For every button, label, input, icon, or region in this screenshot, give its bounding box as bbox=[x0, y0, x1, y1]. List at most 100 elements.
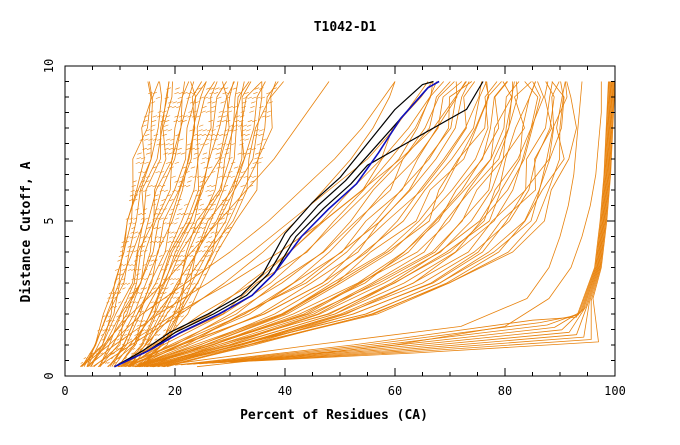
model-hatch bbox=[194, 226, 199, 230]
model-hatch bbox=[130, 315, 134, 318]
model-hatch bbox=[140, 287, 145, 290]
model-hatch bbox=[135, 301, 139, 304]
model-hatch bbox=[214, 87, 220, 90]
model-hatch bbox=[150, 101, 156, 104]
model-line bbox=[152, 81, 583, 368]
model-hatch bbox=[206, 185, 212, 188]
model-hatch bbox=[166, 222, 171, 225]
model-hatch bbox=[170, 282, 174, 285]
model-hatch bbox=[150, 301, 154, 304]
model-line bbox=[88, 81, 173, 367]
model-hatch bbox=[136, 324, 140, 327]
model-hatch bbox=[218, 110, 224, 113]
model-hatch bbox=[120, 245, 125, 248]
model-hatch bbox=[200, 161, 206, 164]
model-hatch bbox=[220, 101, 226, 104]
highlight-line-dark bbox=[114, 80, 434, 368]
model-hatch bbox=[221, 143, 227, 146]
model-hatch bbox=[247, 96, 253, 99]
model-line bbox=[157, 81, 568, 368]
model-line bbox=[81, 81, 396, 368]
model-line bbox=[211, 81, 614, 364]
model-hatch bbox=[218, 222, 223, 225]
model-hatch bbox=[252, 161, 258, 164]
x-tick-label: 100 bbox=[604, 384, 626, 398]
model-hatch bbox=[134, 231, 139, 234]
model-line bbox=[151, 81, 555, 368]
model-hatch bbox=[218, 175, 223, 178]
model-hatch bbox=[154, 333, 158, 336]
model-hatch bbox=[149, 338, 153, 341]
model-hatch bbox=[130, 352, 134, 355]
model-hatch bbox=[172, 152, 177, 155]
model-hatch bbox=[207, 203, 213, 206]
model-hatch bbox=[177, 199, 182, 202]
model-hatch bbox=[132, 222, 137, 225]
chart-title: T1042-D1 bbox=[314, 20, 377, 35]
model-hatch bbox=[132, 264, 137, 267]
model-hatch bbox=[209, 208, 214, 211]
model-hatch bbox=[121, 338, 125, 341]
model-line bbox=[141, 81, 532, 368]
model-hatch bbox=[222, 92, 228, 95]
model-hatch bbox=[178, 208, 183, 211]
model-line bbox=[149, 81, 544, 368]
model-hatch bbox=[207, 194, 212, 197]
model-hatch bbox=[187, 180, 192, 183]
model-hatch bbox=[186, 287, 191, 290]
model-line bbox=[139, 81, 515, 368]
model-hatch bbox=[116, 315, 120, 318]
model-hatch bbox=[203, 231, 208, 234]
model-hatch bbox=[174, 231, 179, 234]
model-hatch bbox=[140, 157, 146, 160]
model-hatch bbox=[160, 120, 165, 123]
model-hatch bbox=[175, 310, 179, 313]
model-hatch bbox=[256, 161, 262, 164]
model-hatch bbox=[177, 185, 182, 188]
model-hatch bbox=[141, 245, 146, 248]
model-hatch bbox=[188, 110, 193, 113]
model-hatch bbox=[169, 222, 174, 225]
model-hatch bbox=[179, 138, 184, 141]
model-hatch bbox=[125, 324, 129, 327]
model-hatch bbox=[260, 147, 265, 150]
model-hatch bbox=[126, 352, 129, 355]
y-tick-label: 0 bbox=[42, 372, 56, 379]
model-line bbox=[135, 81, 490, 368]
model-hatch bbox=[180, 315, 184, 318]
model-line bbox=[111, 81, 215, 367]
model-hatch bbox=[172, 101, 178, 104]
model-hatch bbox=[247, 147, 252, 150]
model-hatch bbox=[232, 129, 238, 132]
model-hatch bbox=[176, 301, 181, 304]
model-hatch bbox=[175, 278, 180, 281]
model-hatch bbox=[148, 264, 153, 267]
model-hatch bbox=[198, 217, 203, 220]
model-line bbox=[87, 81, 170, 367]
model-hatch bbox=[180, 259, 185, 262]
model-hatch bbox=[208, 236, 213, 239]
model-hatch bbox=[227, 213, 232, 216]
model-hatch bbox=[157, 161, 162, 164]
model-hatch bbox=[178, 315, 182, 318]
model-hatch bbox=[199, 96, 205, 99]
model-hatch bbox=[198, 129, 203, 132]
model-hatch bbox=[169, 254, 173, 257]
model-hatch bbox=[147, 143, 153, 146]
model-hatch bbox=[140, 250, 145, 253]
model-hatch bbox=[181, 231, 186, 234]
model-hatch bbox=[177, 240, 182, 243]
model-hatch bbox=[161, 199, 166, 202]
model-hatch bbox=[253, 92, 258, 95]
model-line bbox=[135, 81, 509, 368]
model-hatch bbox=[195, 194, 200, 197]
model-hatch bbox=[240, 138, 245, 141]
model-hatch bbox=[186, 268, 190, 271]
model-hatch bbox=[152, 319, 156, 323]
model-hatch bbox=[209, 92, 214, 95]
model-hatch bbox=[162, 287, 166, 290]
model-hatch bbox=[139, 306, 144, 309]
model-hatch bbox=[137, 152, 142, 155]
model-hatch bbox=[136, 157, 141, 160]
model-hatch bbox=[170, 208, 175, 211]
